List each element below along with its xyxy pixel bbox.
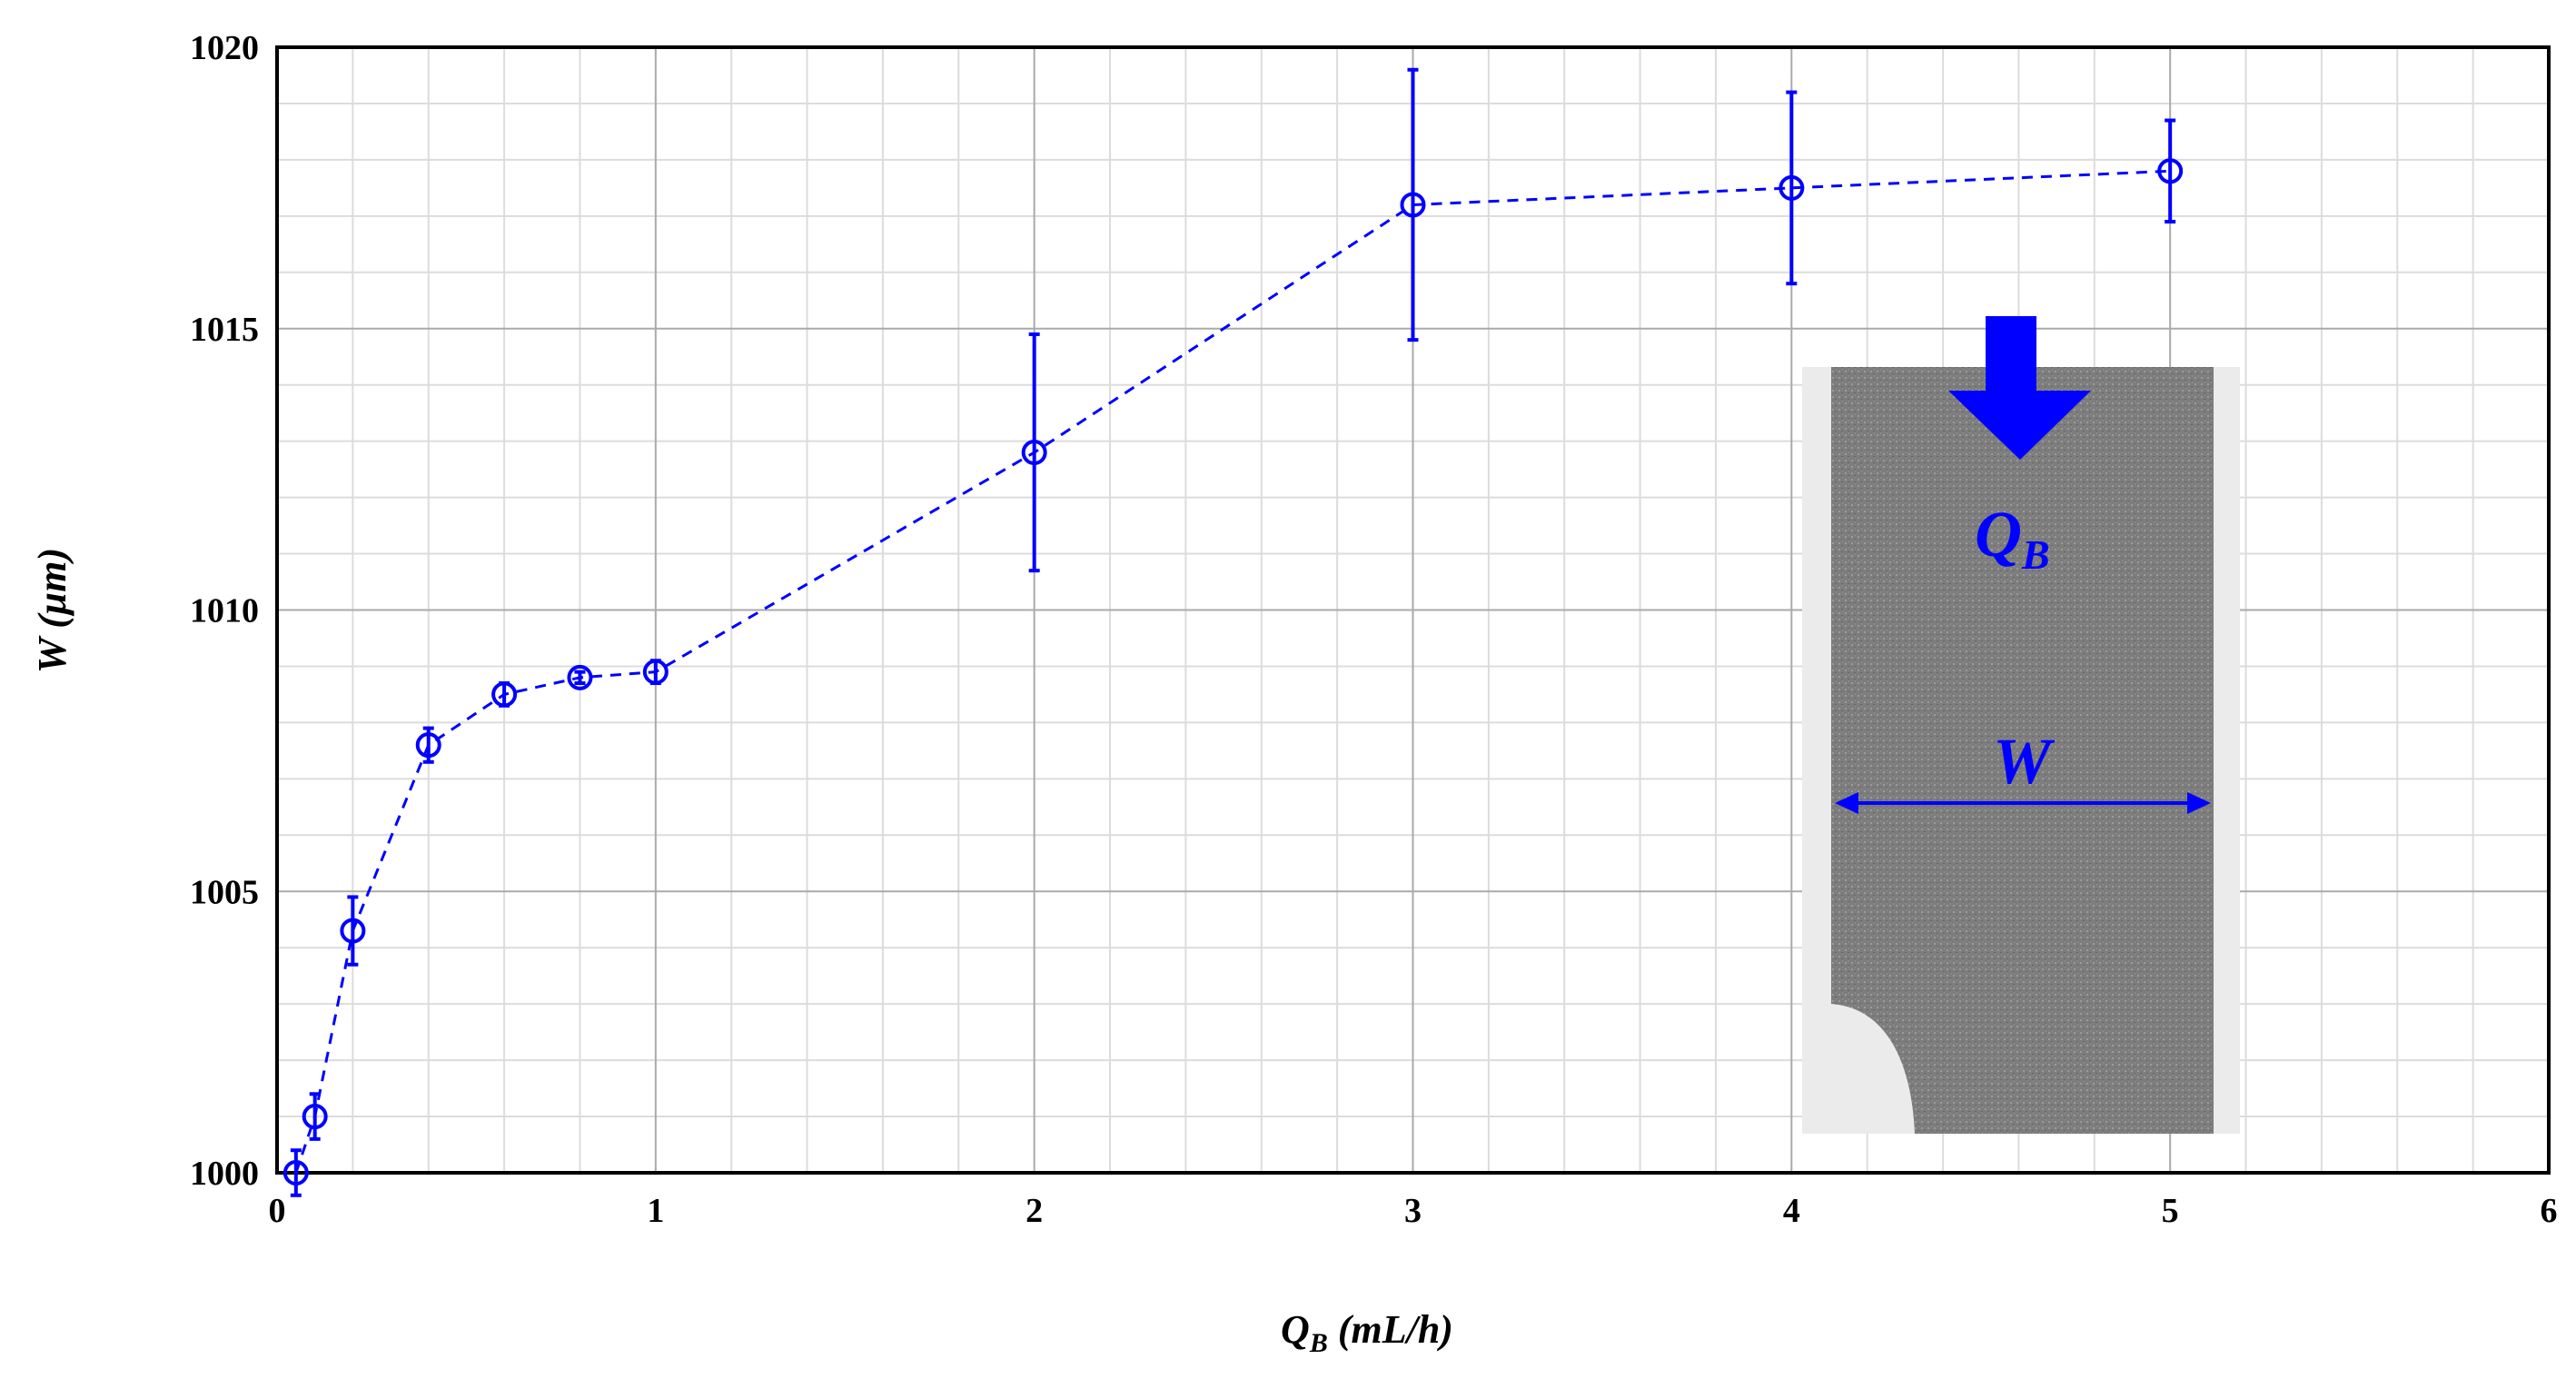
data-point	[340, 918, 366, 944]
x-tick-label: 4	[1783, 1192, 1800, 1230]
data-point	[282, 1160, 309, 1186]
inset-channel	[1831, 367, 2214, 1134]
x-axis-title: QB (mL/h)	[1281, 1307, 1453, 1358]
data-point	[302, 1104, 328, 1130]
y-tick-label: 1020	[190, 29, 259, 67]
inset-flow-label-sub: B	[2021, 531, 2050, 578]
data-point	[415, 732, 441, 759]
y-tick-label: 1010	[190, 592, 259, 630]
x-tick-label: 3	[1404, 1192, 1422, 1230]
markers-group	[282, 158, 2184, 1186]
data-point	[491, 681, 518, 708]
flow-arrow-head-icon	[1948, 391, 2091, 460]
inset-width-label: W	[1993, 725, 2056, 798]
x-axis-title-main: Q	[1281, 1307, 1310, 1352]
x-tick-label: 5	[2162, 1192, 2179, 1230]
x-axis-title-unit: (mL/h)	[1328, 1307, 1453, 1352]
inset-flow-label: QB	[1975, 498, 2050, 578]
data-point	[1400, 192, 1426, 218]
data-point	[2157, 158, 2184, 184]
width-arrow-right-icon	[2187, 792, 2211, 814]
y-axis-title: W (µm)	[30, 548, 74, 673]
y-tick-label: 1005	[190, 873, 259, 911]
data-point	[567, 664, 593, 690]
data-point	[642, 659, 669, 685]
flow-arrow-icon	[1986, 316, 2036, 391]
x-tick-label: 0	[269, 1192, 286, 1230]
plot-frame	[275, 45, 2551, 1175]
width-arrow-left-icon	[1835, 792, 1858, 814]
x-tick-label: 6	[2541, 1192, 2558, 1230]
inset-flow-label-main: Q	[1975, 498, 2022, 570]
x-axis-title-sub: B	[1309, 1328, 1328, 1358]
y-tick-labels: 1000 1005 1010 1015 1020	[190, 29, 259, 1193]
data-point	[1021, 440, 1047, 466]
y-tick-label: 1015	[190, 311, 259, 349]
x-tick-label: 1	[647, 1192, 664, 1230]
y-tick-label: 1000	[190, 1155, 259, 1193]
x-tick-labels: 0 1 2 3 4 5 6	[269, 1192, 2558, 1230]
data-point	[1778, 174, 1805, 201]
inset-image: QB W	[1802, 316, 2240, 1134]
x-tick-label: 2	[1025, 1192, 1043, 1230]
